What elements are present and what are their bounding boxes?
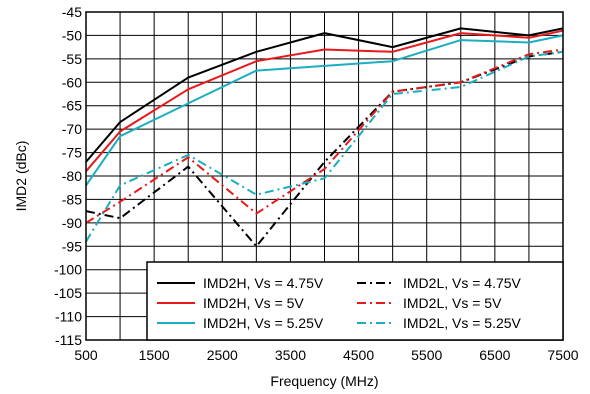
x-tick-label: 2500 bbox=[207, 347, 238, 363]
y-tick-label: -45 bbox=[62, 4, 82, 20]
y-tick-label: -80 bbox=[62, 168, 82, 184]
y-tick-label: -105 bbox=[54, 285, 82, 301]
legend-label: IMD2H, Vs = 5V bbox=[203, 295, 304, 311]
y-tick-labels: -45 -50 -55 -60 -65 -70 -75 -80 -85 -90 -95 -100 -10… bbox=[54, 4, 82, 348]
series-line-6 bbox=[85, 50, 564, 243]
y-tick-label: -115 bbox=[55, 332, 82, 348]
y-tick-label: -60 bbox=[62, 74, 82, 90]
x-tick-label: 1500 bbox=[139, 347, 170, 363]
series-line-5 bbox=[85, 34, 564, 186]
x-tick-label: 3500 bbox=[275, 347, 306, 363]
legend-label: IMD2H, Vs = 5.25V bbox=[203, 315, 324, 331]
x-tick-label: 4500 bbox=[343, 347, 374, 363]
series-line-1 bbox=[85, 27, 564, 163]
series-line-4 bbox=[85, 48, 564, 224]
y-tick-label: -110 bbox=[55, 309, 82, 325]
y-axis-title: IMD2 (dBc) bbox=[13, 141, 29, 212]
legend-label: IMD2H, Vs = 4.75V bbox=[203, 275, 324, 291]
y-tick-label: -100 bbox=[54, 262, 82, 278]
x-tick-label: 5500 bbox=[411, 347, 442, 363]
y-tick-label: -50 bbox=[62, 27, 82, 43]
legend-label: IMD2L, Vs = 4.75V bbox=[403, 275, 522, 291]
legend-label: IMD2L, Vs = 5.25V bbox=[403, 315, 522, 331]
y-tick-label: -85 bbox=[62, 191, 82, 207]
y-tick-label: -75 bbox=[62, 145, 82, 161]
x-tick-label: 500 bbox=[74, 347, 98, 363]
series-layer bbox=[85, 27, 564, 248]
x-tick-label: 7500 bbox=[547, 347, 578, 363]
x-axis-title: Frequency (MHz) bbox=[270, 373, 378, 389]
legend: IMD2H, Vs = 4.75V IMD2H, Vs = 5V IMD2H, Vs… bbox=[146, 261, 564, 341]
x-tick-label: 6500 bbox=[479, 347, 510, 363]
y-tick-label: -95 bbox=[62, 238, 82, 254]
legend-box bbox=[146, 261, 564, 341]
y-tick-label: -65 bbox=[62, 98, 82, 114]
series-line-2 bbox=[85, 50, 564, 248]
series-line-3 bbox=[85, 29, 564, 172]
legend-label: IMD2L, Vs = 5V bbox=[403, 295, 502, 311]
y-tick-label: -55 bbox=[62, 51, 82, 67]
y-tick-label: -90 bbox=[62, 215, 82, 231]
y-tick-label: -70 bbox=[62, 121, 82, 137]
x-tick-labels: 500 1500 2500 3500 4500 5500 6500 7500 bbox=[74, 347, 578, 363]
